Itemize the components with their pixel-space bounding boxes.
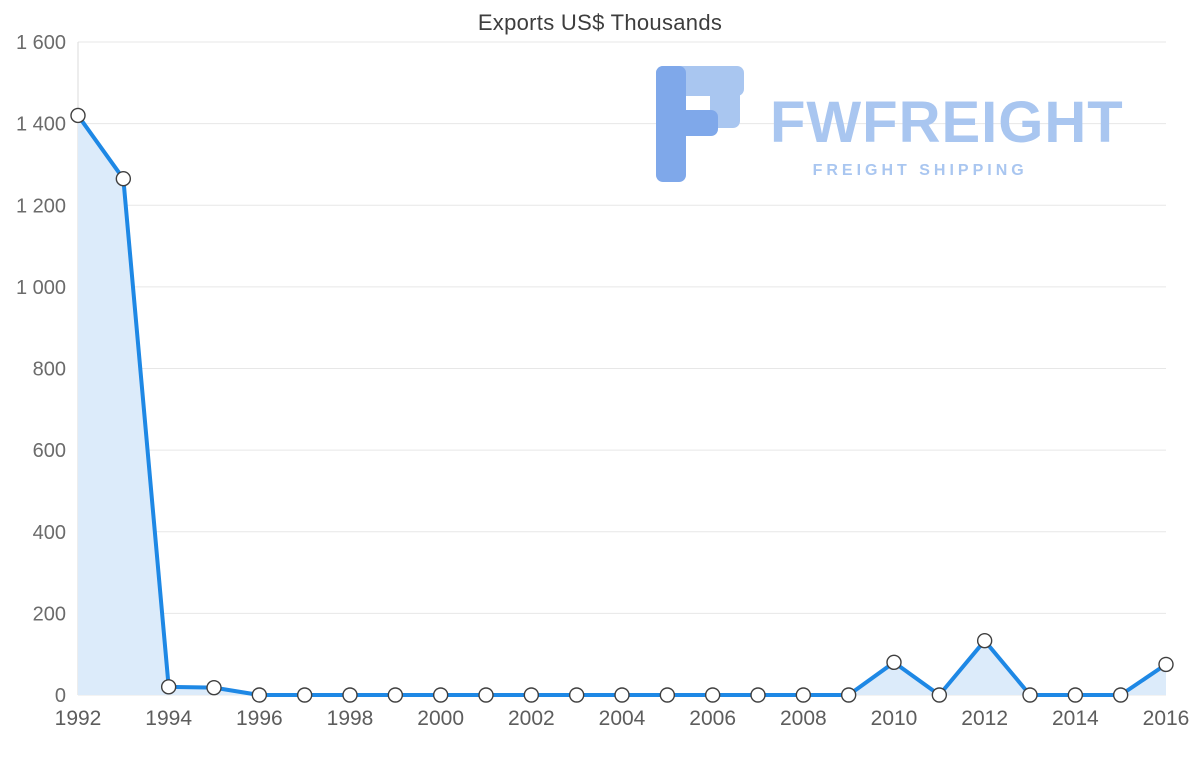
y-axis-tick-label: 600: [33, 440, 66, 462]
data-point[interactable]: [206, 679, 222, 696]
data-point[interactable]: [614, 687, 630, 703]
x-axis-tick-label: 1992: [55, 707, 102, 730]
data-point[interactable]: [523, 687, 540, 703]
data-point[interactable]: [931, 687, 948, 703]
y-axis-tick-label: 1 400: [16, 114, 66, 136]
area-fill: [78, 115, 1166, 695]
data-point[interactable]: [432, 687, 449, 703]
data-point[interactable]: [478, 687, 494, 703]
data-point[interactable]: [296, 687, 313, 703]
data-point[interactable]: [795, 687, 812, 703]
data-point[interactable]: [70, 107, 86, 124]
series-line: [76, 113, 1168, 697]
x-axis-tick-label: 2008: [780, 707, 827, 730]
x-axis-tick-label: 2014: [1052, 707, 1099, 730]
data-point[interactable]: [659, 687, 676, 703]
x-axis-tick-label: 2010: [871, 707, 918, 730]
y-axis-tick-label: 400: [33, 522, 66, 544]
data-point[interactable]: [1022, 687, 1038, 703]
data-point[interactable]: [568, 687, 585, 703]
y-axis-tick-label: 200: [33, 603, 66, 625]
x-axis-tick-label: 2004: [599, 707, 646, 730]
x-axis-tick-label: 1994: [145, 707, 192, 730]
x-axis-tick-label: 2016: [1143, 707, 1190, 730]
data-point[interactable]: [704, 687, 721, 703]
data-point[interactable]: [886, 654, 902, 671]
x-axis-tick-label: 1998: [327, 707, 374, 730]
x-axis-tick-label: 2002: [508, 707, 555, 730]
data-point[interactable]: [1112, 687, 1129, 703]
y-axis-tick-label: 800: [33, 359, 66, 381]
x-axis-tick-label: 2006: [689, 707, 736, 730]
data-point[interactable]: [750, 687, 766, 703]
data-point[interactable]: [342, 687, 358, 703]
y-axis-tick-label: 1 600: [16, 32, 66, 54]
data-point[interactable]: [840, 687, 857, 703]
data-point[interactable]: [251, 687, 268, 703]
data-point[interactable]: [115, 171, 132, 187]
x-axis-tick-label: 2012: [961, 707, 1008, 730]
x-axis-tick-label: 1996: [236, 707, 283, 730]
data-point[interactable]: [1158, 656, 1174, 673]
data-point[interactable]: [387, 687, 404, 703]
x-axis-tick-label: 2000: [417, 707, 464, 730]
data-point[interactable]: [1067, 687, 1084, 703]
chart-title: Exports US$ Thousands: [477, 10, 723, 35]
y-axis-tick-label: 0: [55, 685, 66, 707]
y-axis-tick-label: 1 000: [16, 277, 66, 299]
data-point[interactable]: [976, 633, 993, 649]
y-axis-tick-label: 1 200: [16, 195, 66, 217]
data-point[interactable]: [160, 679, 177, 695]
